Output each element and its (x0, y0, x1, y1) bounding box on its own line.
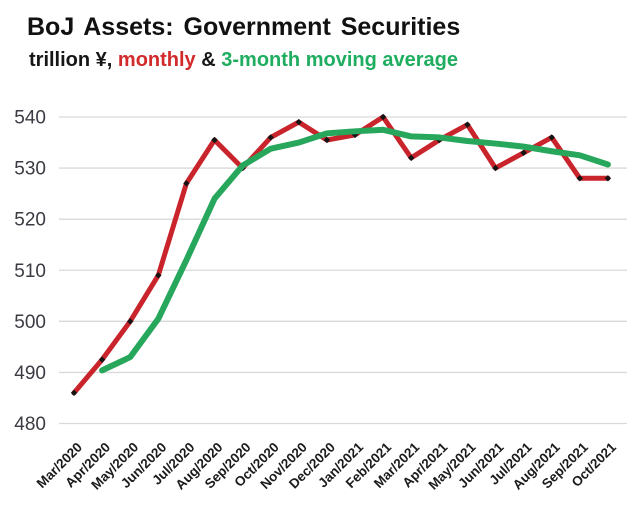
y-tick-label: 510 (14, 261, 46, 282)
y-tick-label: 480 (14, 414, 46, 435)
chart-subtitle: trillion ¥, monthly & 3-month moving ave… (29, 49, 458, 72)
data-point-marker (323, 136, 331, 144)
y-tick-label: 500 (14, 312, 46, 333)
data-point-marker (379, 113, 387, 121)
moving-average-line (99, 126, 611, 374)
data-point-marker (267, 134, 274, 141)
chart-title: BoJ Assets: Government Securities (27, 13, 461, 41)
subtitle-units: trillion ¥, (29, 49, 113, 71)
y-tick-label: 530 (14, 159, 46, 180)
data-point-marker (183, 180, 190, 187)
data-point-marker (211, 136, 218, 144)
subtitle-moving-average-label: 3-month moving average (221, 49, 458, 71)
y-tick-label: 520 (14, 210, 46, 231)
data-point-marker (295, 118, 302, 126)
data-point-marker (576, 175, 583, 182)
subtitle-monthly-label: monthly (117, 49, 196, 71)
data-point-marker (604, 175, 612, 182)
data-point-marker (520, 149, 527, 156)
y-tick-label: 540 (14, 108, 46, 129)
data-point-marker (98, 356, 106, 363)
data-point-marker (155, 272, 162, 279)
data-point-marker (464, 121, 471, 128)
y-tick-label: 490 (14, 363, 46, 384)
monthly-line (71, 114, 611, 396)
data-point-marker (492, 164, 499, 172)
subtitle-ampersand: & (201, 49, 216, 71)
data-point-marker (70, 389, 78, 397)
data-point-marker (408, 154, 415, 162)
data-point-marker (127, 318, 134, 325)
data-point-marker (548, 134, 555, 141)
